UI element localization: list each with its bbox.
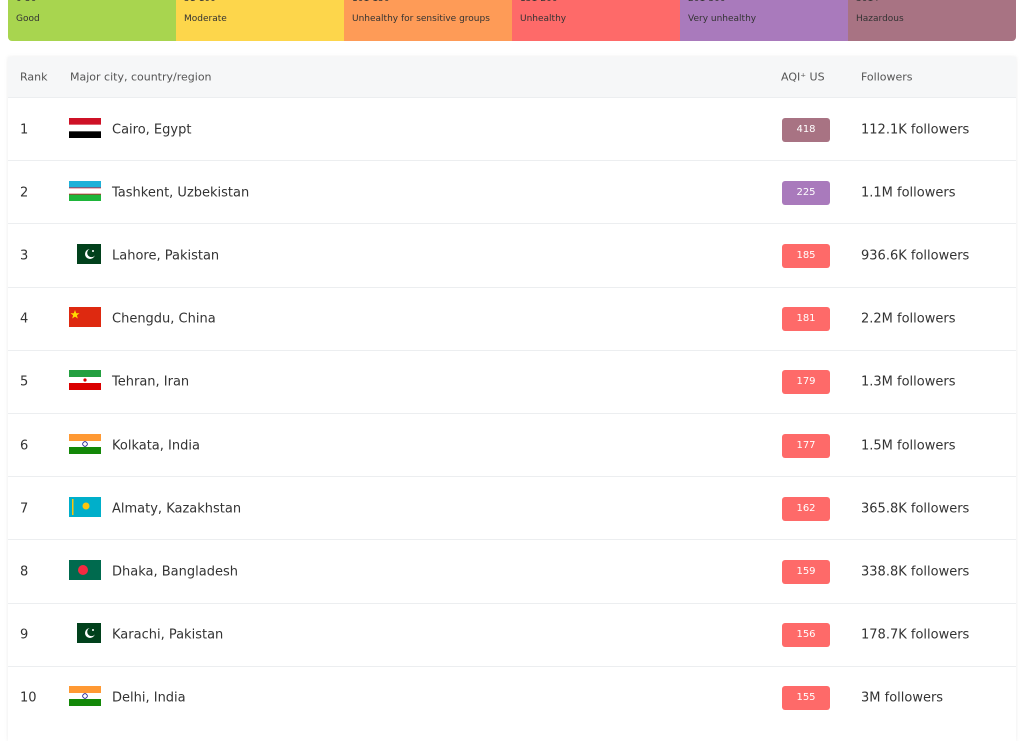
table-row: 2 Tashkent, Uzbekistan 225 1.1M followers <box>8 160 1016 224</box>
legend-label: Good <box>16 14 40 24</box>
city-name: Cairo, Egypt <box>112 122 192 137</box>
followers: 3M followers <box>861 690 944 706</box>
legend-segment: 0-50 Good <box>8 0 176 41</box>
flag <box>69 686 101 710</box>
rank: 5 <box>20 374 29 390</box>
flag <box>69 623 101 647</box>
followers: 936.6K followers <box>861 248 970 264</box>
legend-range: 101-150 <box>352 0 390 4</box>
flag <box>69 559 101 584</box>
aqi-badge: 418 <box>782 117 830 142</box>
followers: 338.8K followers <box>861 564 970 580</box>
legend-segment: 101-150 Unhealthy for sensitive groups <box>344 0 512 41</box>
table-row: 6 Kolkata, India 177 1.5M followers <box>8 413 1016 477</box>
aqi-badge: 179 <box>782 370 830 395</box>
aqi-badge: 177 <box>782 433 830 458</box>
city-name: Kolkata, India <box>112 438 200 453</box>
followers: 1.1M followers <box>861 185 956 201</box>
city-name: Dhaka, Bangladesh <box>112 564 238 580</box>
legend-range: 201-300 <box>688 0 726 4</box>
city-name: Chengdu, China <box>112 311 216 327</box>
legend-segment: 151-200 Unhealthy <box>512 0 680 41</box>
legend-label: Hazardous <box>856 14 904 24</box>
legend-range: 151-200 <box>520 0 558 4</box>
followers: 2.2M followers <box>861 311 956 327</box>
table-row: 5 Tehran, Iran 179 1.3M followers <box>8 349 1016 414</box>
flag <box>69 243 101 268</box>
table-header: Rank Major city, country/region AQI⁺ US … <box>8 57 1016 97</box>
followers: 1.3M followers <box>861 374 956 390</box>
legend-segment: 301+ Hazardous <box>848 0 1016 41</box>
table-row: 7 Almaty, Kazakhstan 162 365.8K followers <box>8 476 1016 540</box>
rank: 1 <box>20 122 29 137</box>
header-city: Major city, country/region <box>70 70 212 84</box>
city-ranking-table: Rank Major city, country/region AQI⁺ US … <box>8 57 1016 741</box>
flag <box>69 433 101 458</box>
table-row: 4 Chengdu, China 181 2.2M followers <box>8 286 1016 351</box>
rank: 8 <box>20 564 29 580</box>
flag <box>69 117 101 142</box>
header-followers: Followers <box>861 70 913 84</box>
city-name: Tehran, Iran <box>112 374 190 390</box>
table-row: 10 Delhi, India 155 3M followers <box>8 665 1016 730</box>
rank: 9 <box>20 627 29 643</box>
rank: 10 <box>20 690 37 706</box>
aqi-badge: 156 <box>782 623 830 648</box>
legend-range: 301+ <box>856 0 881 4</box>
flag <box>69 180 101 205</box>
aqi-badge: 225 <box>782 180 830 205</box>
rank: 2 <box>20 185 29 201</box>
legend-range: 0-50 <box>16 0 36 4</box>
city-name: Almaty, Kazakhstan <box>112 501 242 517</box>
flag <box>69 307 101 331</box>
followers: 178.7K followers <box>861 627 970 643</box>
legend-label: Unhealthy <box>520 14 567 24</box>
table-row: 9 Karachi, Pakistan 156 178.7K followers <box>8 602 1016 667</box>
aqi-badge: 162 <box>782 496 830 521</box>
header-rank: Rank <box>20 70 48 84</box>
table-row: 3 Lahore, Pakistan 185 936.6K followers <box>8 223 1016 287</box>
city-name: Delhi, India <box>112 690 186 706</box>
legend-range: 51-100 <box>184 0 216 4</box>
rank: 4 <box>20 311 29 327</box>
aqi-badge: 185 <box>782 243 830 268</box>
aqi-badge: 155 <box>782 686 830 711</box>
city-name: Tashkent, Uzbekistan <box>112 185 250 201</box>
rank: 3 <box>20 248 29 264</box>
legend-segment: 201-300 Very unhealthy <box>680 0 848 41</box>
rank: 6 <box>20 438 29 453</box>
header-aqi: AQI⁺ US <box>781 70 825 84</box>
flag <box>69 496 101 521</box>
legend-segment: 51-100 Moderate <box>176 0 344 41</box>
aqi-badge: 159 <box>782 559 830 584</box>
rank: 7 <box>20 501 29 517</box>
legend-label: Moderate <box>184 14 227 24</box>
city-name: Lahore, Pakistan <box>112 248 220 264</box>
followers: 1.5M followers <box>861 438 956 453</box>
aqi-legend: 0-50 Good 51-100 Moderate 101-150 Unhealthy f… <box>8 0 1016 41</box>
followers: 365.8K followers <box>861 501 970 517</box>
table-row: 8 Dhaka, Bangladesh 159 338.8K followers <box>8 539 1016 603</box>
legend-label: Unhealthy for sensitive groups <box>352 14 490 24</box>
flag <box>69 370 101 394</box>
legend-label: Very unhealthy <box>688 14 757 24</box>
aqi-badge: 181 <box>782 307 830 332</box>
city-name: Karachi, Pakistan <box>112 627 224 643</box>
table-row: 1 Cairo, Egypt 418 112.1K followers <box>8 97 1016 161</box>
followers: 112.1K followers <box>861 122 970 137</box>
